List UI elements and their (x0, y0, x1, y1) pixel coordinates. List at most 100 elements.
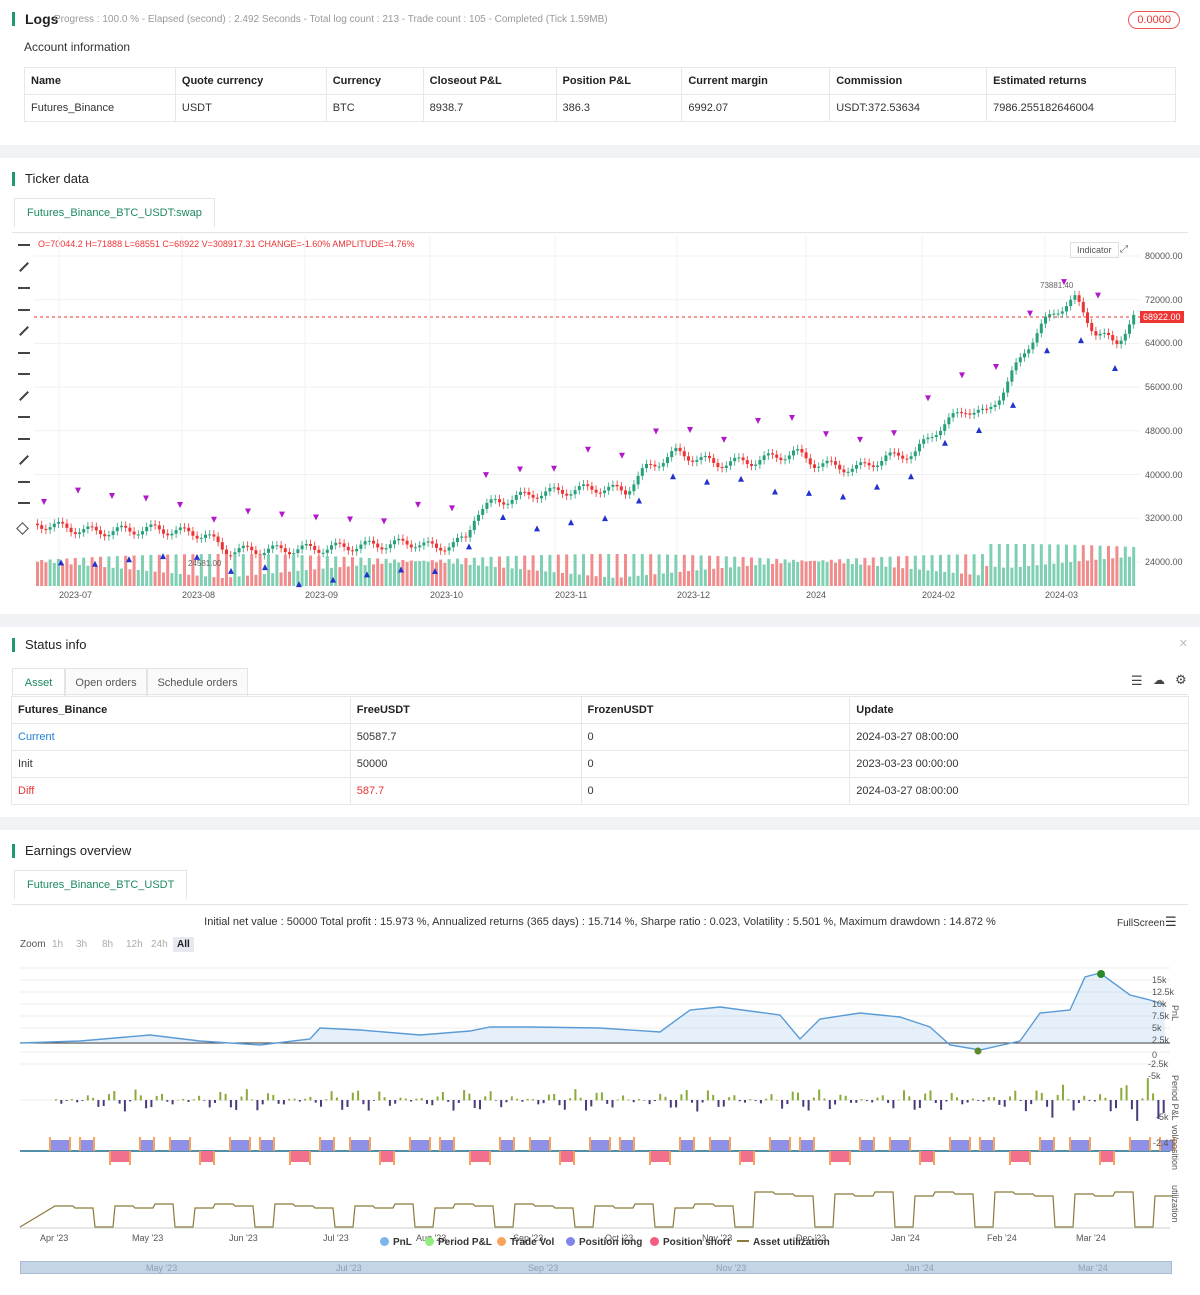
asset-cell: Init (11, 750, 351, 778)
period-tick-label: -5k (1156, 1112, 1169, 1122)
navigator-tick-label: Mar '24 (1078, 1263, 1108, 1273)
zoom-option-button[interactable]: 24h (151, 939, 168, 950)
drawing-tool-icon[interactable] (18, 308, 30, 311)
axis-title: vol/position (1170, 1125, 1180, 1171)
earnings-time-label: Mar '24 (1076, 1233, 1106, 1243)
legend-item[interactable]: Period P&L (425, 1237, 492, 1248)
earnings-time-label: May '23 (132, 1233, 164, 1243)
legend-item[interactable]: Position long (566, 1237, 642, 1248)
legend-marker-icon (497, 1237, 506, 1246)
drawing-tool-icon[interactable] (18, 437, 30, 440)
asset-cell: 587.7 (349, 777, 582, 805)
navigator-tick-label: May '23 (146, 1263, 178, 1273)
pnl-tick-label: 0 (1152, 1050, 1158, 1060)
asset-cell: 50000 (349, 750, 582, 778)
status-tab[interactable]: Schedule orders (147, 668, 248, 697)
legend-item[interactable]: Trade Vol (497, 1237, 554, 1248)
account-header-cell: Name (24, 67, 176, 95)
asset-header-cell: Update (849, 696, 1189, 724)
pnl-tick-label: 2.5k (1152, 1035, 1170, 1045)
chart-menu-icon[interactable]: ☰ (1165, 914, 1177, 929)
earnings-panel: Earnings overview Futures_Binance_BTC_US… (0, 830, 1200, 1295)
account-cell: 6992.07 (681, 94, 831, 122)
legend-label: Period P&L (438, 1237, 492, 1248)
legend-item[interactable]: Position short (650, 1237, 730, 1248)
zoom-option-button[interactable]: 1h (52, 939, 64, 950)
indicator-button[interactable]: Indicator (1070, 242, 1119, 258)
account-header-cell: Quote currency (174, 67, 327, 95)
drawing-tool-icon[interactable] (18, 244, 30, 246)
account-cell: BTC (325, 94, 424, 122)
asset-cell: 2024-03-27 08:00:00 (849, 723, 1189, 751)
drawing-tool-icon[interactable] (18, 416, 30, 418)
earnings-time-label: Oct '23 (605, 1233, 634, 1243)
zoom-option-button[interactable]: 3h (76, 939, 88, 950)
axis-title: Period P&L (1170, 1075, 1180, 1121)
account-cell: 386.3 (555, 94, 683, 122)
zoom-label: Zoom (20, 939, 46, 950)
tab-ticker-symbol[interactable]: Futures_Binance_BTC_USDT:swap (14, 198, 215, 227)
zoom-option-button[interactable]: 8h (102, 939, 114, 950)
price-tick-label: 80000.00 (1145, 251, 1183, 261)
drawing-tool-icon[interactable] (19, 326, 29, 336)
earnings-time-label: Jun '23 (229, 1233, 258, 1243)
legend-item[interactable]: Asset utilization (737, 1237, 830, 1248)
account-title: Account information (24, 40, 131, 54)
drawing-tool-icon[interactable] (19, 390, 29, 401)
drawing-tool-icon[interactable] (19, 261, 29, 272)
status-title: Status info (12, 638, 86, 652)
legend-marker-icon (380, 1237, 389, 1246)
legend-marker-icon (566, 1237, 575, 1246)
earnings-chart (19, 967, 1175, 1229)
drawing-tool-icon[interactable] (16, 521, 29, 535)
status-tab-divider (12, 694, 1188, 695)
tab-earnings-symbol[interactable]: Futures_Binance_BTC_USDT (14, 870, 188, 899)
collapse-icon[interactable]: ✕ (1178, 638, 1188, 650)
asset-cell: 0 (580, 723, 851, 751)
low-marker: 24581.00 (188, 559, 222, 568)
drawing-tool-icon[interactable] (18, 502, 30, 504)
pnl-tick-label: 10k (1152, 999, 1167, 1009)
time-tick-label: 2023-12 (677, 590, 711, 600)
earnings-time-label: Nov '23 (702, 1233, 733, 1243)
asset-cell: Current (11, 723, 351, 751)
time-tick-label: 2024 (806, 590, 827, 600)
navigator-tick-label: Nov '23 (716, 1263, 747, 1273)
asset-header-cell: Futures_Binance (11, 696, 351, 724)
download-icon[interactable]: ☁ (1153, 673, 1165, 687)
asset-header-cell: FrozenUSDT (580, 696, 851, 724)
drawing-tool-icon[interactable] (18, 373, 30, 375)
time-tick-label: 2024-02 (922, 590, 956, 600)
drawing-tool-icon[interactable] (18, 287, 30, 289)
pnl-tick-label: -5k (1148, 1071, 1161, 1081)
time-tick-label: 2023-10 (430, 590, 464, 600)
navigator-tick-label: Sep '23 (528, 1263, 559, 1273)
legend-label: Asset utilization (753, 1237, 830, 1248)
drawing-tool-icon[interactable] (19, 455, 29, 465)
account-cell: 8938.7 (422, 94, 557, 122)
time-tick-label: 2023-08 (182, 590, 216, 600)
earnings-title: Earnings overview (12, 844, 131, 858)
price-tick-label: 64000.00 (1145, 338, 1183, 349)
ohlc-readout: O=70044.2 H=71888 L=68551 C=68922 V=3089… (38, 239, 415, 249)
menu-icon[interactable]: ☰ (1131, 673, 1143, 688)
asset-cell: Diff (11, 777, 351, 805)
drawing-tool-icon[interactable] (18, 351, 30, 354)
status-tab[interactable]: Open orders (65, 668, 147, 697)
account-cell: USDT (174, 94, 327, 122)
legend-item[interactable]: PnL (380, 1237, 412, 1248)
tab-divider (12, 232, 1188, 233)
asset-cell: 2023-03-23 00:00:00 (849, 750, 1189, 778)
price-tick-label: 32000.00 (1145, 513, 1183, 524)
expand-icon[interactable]: ⤢ (1120, 244, 1128, 255)
fullscreen-button[interactable]: FullScreen (1117, 918, 1165, 929)
range-navigator[interactable] (20, 1261, 1172, 1274)
gear-icon[interactable]: ⚙ (1175, 672, 1187, 687)
status-tab[interactable]: Asset (12, 668, 65, 697)
zoom-option-button[interactable]: 12h (126, 939, 143, 950)
drawing-tool-icon[interactable] (18, 480, 30, 483)
asset-cell: 0 (580, 750, 851, 778)
zoom-option-button[interactable]: All (173, 937, 194, 952)
time-tick-label: 2023-11 (555, 590, 588, 600)
time-tick-label: 2023-07 (59, 590, 93, 600)
